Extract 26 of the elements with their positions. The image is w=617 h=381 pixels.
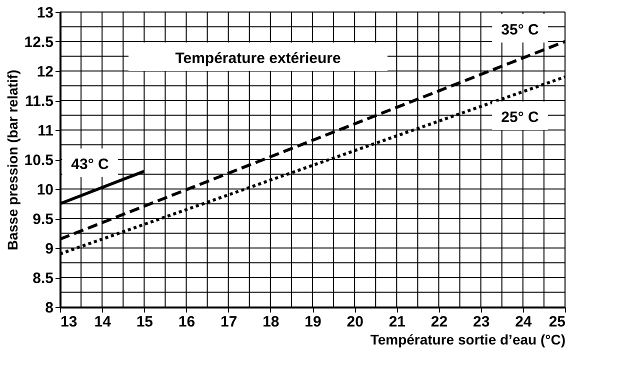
y-tick-label: 9.5 — [32, 211, 54, 228]
y-tick-label: 12 — [36, 64, 54, 80]
x-tick-label: 21 — [388, 314, 406, 330]
y-tick-label: 11.5 — [25, 93, 54, 110]
x-tick-label: 23 — [472, 314, 490, 330]
y-tick-label: 8.5 — [32, 270, 54, 287]
y-tick-label: 10.5 — [24, 152, 54, 169]
x-tick-label: 20 — [346, 314, 364, 330]
x-tick-label: 14 — [94, 314, 112, 330]
x-tick-label: 13 — [60, 314, 78, 330]
x-tick-label: 19 — [304, 314, 322, 330]
y-axis-title: Basse pression (bar relatif) — [4, 70, 20, 250]
x-tick-label: 22 — [430, 314, 448, 330]
y-tick-label: 9 — [45, 240, 54, 258]
y-tick-label: 10 — [36, 182, 54, 198]
y-tick-label: 11 — [38, 122, 54, 140]
x-tick-label: 24 — [515, 314, 532, 330]
x-tick-label: 15 — [136, 314, 154, 330]
x-tick-label: 18 — [262, 314, 280, 330]
x-tick-label: 25 — [548, 314, 566, 330]
y-tick-label: 13 — [36, 4, 54, 22]
x-tick-label: 16 — [178, 314, 196, 330]
x-tick-label: 17 — [220, 314, 238, 330]
y-tick-label: 12.5 — [24, 34, 54, 51]
y-tick-label: 8 — [45, 300, 54, 316]
x-axis-title: Température sortie d’eau (°C) — [370, 332, 566, 348]
